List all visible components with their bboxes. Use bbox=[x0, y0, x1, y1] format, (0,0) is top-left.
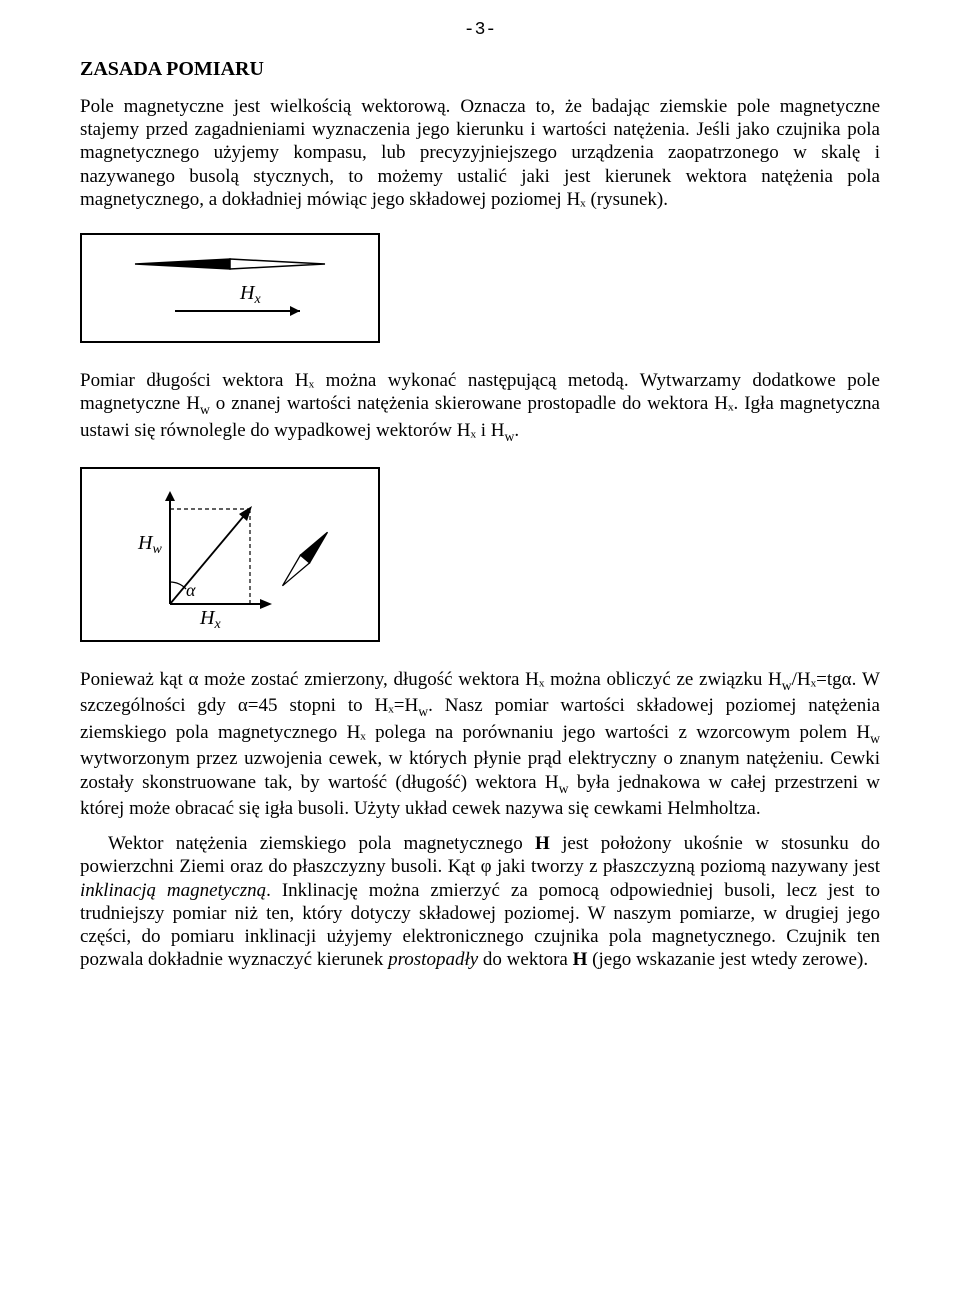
compass-needle-icon bbox=[135, 259, 325, 269]
p3-sub-w3: w bbox=[870, 731, 880, 746]
p4-bold-H2: H bbox=[573, 949, 588, 970]
figure-vector-diagram: α Hw Hx bbox=[80, 467, 880, 642]
hw-label: Hw bbox=[137, 532, 162, 557]
p3-sub-w1: w bbox=[782, 678, 792, 693]
p4-e: (jego wskazanie jest wtedy zerowe). bbox=[587, 949, 868, 970]
p4-a: Wektor natężenia ziemskiego pola magnety… bbox=[108, 833, 535, 854]
p4-italic-inklinacja: inklinacją magnetyczną bbox=[80, 880, 266, 901]
paragraph-2: Pomiar długości wektora Hₓ można wykonać… bbox=[80, 369, 880, 445]
hx-arrow-icon bbox=[175, 306, 300, 316]
paragraph-4: Wektor natężenia ziemskiego pola magnety… bbox=[80, 832, 880, 971]
p3-sub-w2: w bbox=[418, 704, 428, 719]
vector-svg: α Hw Hx bbox=[100, 479, 360, 629]
hw-axis-icon bbox=[165, 491, 175, 604]
paragraph-3: Ponieważ kąt α może zostać zmierzony, dł… bbox=[80, 668, 880, 820]
p4-d: do wektora bbox=[478, 949, 572, 970]
needle-aligned-icon bbox=[278, 528, 332, 589]
hx-label: Hx bbox=[239, 282, 261, 307]
paragraph-1: Pole magnetyczne jest wielkością wektoro… bbox=[80, 95, 880, 211]
p4-bold-H1: H bbox=[535, 833, 550, 854]
p3-a: Ponieważ kąt α może zostać zmierzony, dł… bbox=[80, 669, 782, 690]
p2-sub-w2: w bbox=[505, 428, 515, 443]
compass-svg: Hx bbox=[100, 249, 360, 329]
alpha-label: α bbox=[186, 580, 196, 600]
p2-sub-w1: w bbox=[200, 402, 210, 417]
p2-c: . bbox=[514, 420, 519, 441]
figure-compass-needle: Hx bbox=[80, 233, 880, 343]
page-number: -3- bbox=[80, 20, 880, 40]
hx-label-2: Hx bbox=[199, 607, 221, 629]
resultant-arrow-icon bbox=[170, 506, 252, 604]
hx-axis-icon bbox=[170, 599, 272, 609]
page: -3- ZASADA POMIARU Pole magnetyczne jest… bbox=[0, 0, 960, 1300]
section-heading: ZASADA POMIARU bbox=[80, 58, 880, 81]
p3-sub-w4: w bbox=[559, 780, 569, 795]
p4-italic-prostopadly: prostopadły bbox=[388, 949, 478, 970]
